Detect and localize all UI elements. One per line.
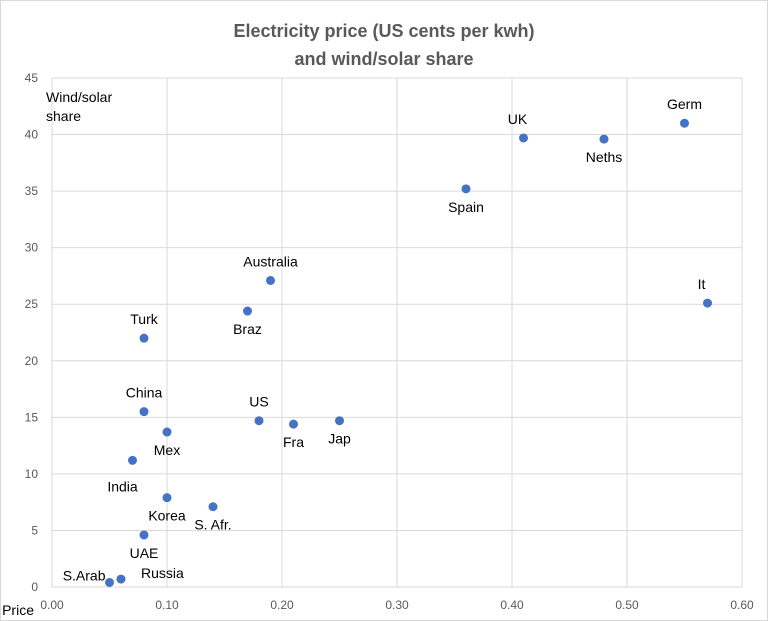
y-tick-label: 40 [25, 128, 39, 142]
data-label: S. Afr. [194, 517, 231, 533]
data-point [703, 298, 712, 308]
data-point [599, 134, 609, 144]
data-label: China [126, 385, 163, 401]
chart-title-line2: and wind/solar share [294, 49, 473, 69]
data-label: Korea [148, 508, 186, 524]
data-label: Braz [233, 321, 262, 337]
data-label: It [698, 276, 706, 292]
data-point [680, 118, 689, 128]
data-point [243, 306, 252, 316]
data-point [519, 133, 528, 143]
data-label: Mex [154, 442, 180, 458]
y-tick-label: 15 [25, 410, 39, 424]
data-point [116, 574, 126, 584]
x-tick-label: 0.10 [155, 598, 179, 612]
y-tick-label: 35 [25, 184, 39, 198]
y-tick-label: 0 [31, 580, 38, 594]
y-axis-label-line2: share [46, 108, 81, 124]
data-point [254, 416, 264, 426]
data-point [266, 275, 275, 285]
data-point [139, 407, 149, 417]
x-tick-label: 0.00 [40, 598, 64, 612]
data-label: Neths [586, 149, 623, 165]
x-tick-label: 0.20 [270, 598, 294, 612]
y-tick-label: 20 [25, 354, 39, 368]
x-axis-label: Price [2, 602, 34, 618]
data-label: Australia [243, 253, 298, 269]
x-tick-label: 0.60 [730, 598, 754, 612]
y-axis-label-line1: Wind/solar [46, 89, 112, 105]
data-label: US [249, 394, 268, 410]
data-label: Russia [141, 565, 184, 581]
data-label: Jap [328, 431, 351, 447]
data-label: S.Arab [63, 567, 106, 583]
data-point [461, 184, 471, 194]
data-label: UK [508, 111, 528, 127]
data-label: Germ [667, 96, 702, 112]
x-tick-label: 0.50 [615, 598, 639, 612]
data-point [105, 577, 114, 587]
data-label: Spain [448, 199, 484, 215]
data-point [208, 502, 218, 512]
data-point [289, 419, 298, 429]
y-tick-label: 10 [25, 467, 39, 481]
data-point [139, 333, 149, 343]
y-tick-label: 5 [31, 523, 38, 537]
data-point [335, 416, 344, 426]
data-label: Turk [130, 311, 158, 327]
x-tick-label: 0.30 [385, 598, 409, 612]
data-label: India [107, 478, 138, 494]
data-point [162, 427, 172, 437]
data-point [139, 530, 149, 540]
data-label: Fra [283, 434, 304, 450]
y-tick-label: 30 [25, 241, 39, 255]
data-point [128, 455, 137, 465]
y-tick-label: 25 [25, 297, 39, 311]
x-tick-label: 0.40 [500, 598, 524, 612]
chart-title-line1: Electricity price (US cents per kwh) [233, 21, 534, 41]
data-point [162, 493, 172, 503]
data-label: UAE [130, 545, 159, 561]
y-tick-label: 45 [25, 71, 39, 85]
